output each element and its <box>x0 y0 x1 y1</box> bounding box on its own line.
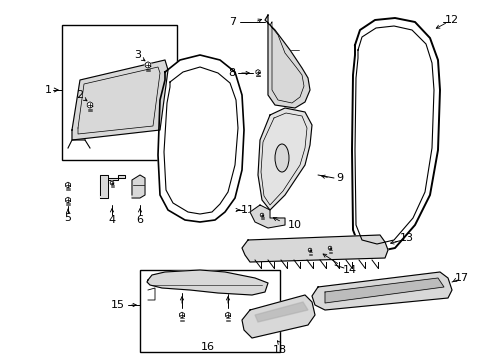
Polygon shape <box>254 302 307 322</box>
Polygon shape <box>255 69 260 75</box>
Polygon shape <box>242 295 314 338</box>
Polygon shape <box>249 205 285 228</box>
Polygon shape <box>258 108 311 210</box>
Polygon shape <box>307 248 311 252</box>
Text: 17: 17 <box>454 273 468 283</box>
Polygon shape <box>351 18 439 252</box>
Polygon shape <box>163 67 238 214</box>
Polygon shape <box>87 102 93 108</box>
Text: 15: 15 <box>111 300 125 310</box>
Text: 6: 6 <box>136 215 143 225</box>
Polygon shape <box>100 175 125 198</box>
Text: 13: 13 <box>399 233 413 243</box>
Text: 7: 7 <box>229 17 236 27</box>
Text: 8: 8 <box>228 68 235 78</box>
Polygon shape <box>132 175 145 198</box>
Polygon shape <box>147 270 267 295</box>
Bar <box>62 25 177 160</box>
Polygon shape <box>65 182 70 188</box>
Ellipse shape <box>274 144 288 172</box>
Text: 14: 14 <box>342 265 356 275</box>
Polygon shape <box>145 62 150 68</box>
Polygon shape <box>110 181 114 185</box>
Text: 3: 3 <box>134 50 141 60</box>
Text: 4: 4 <box>108 215 115 225</box>
Polygon shape <box>158 55 244 222</box>
Text: 10: 10 <box>287 220 302 230</box>
Text: 2: 2 <box>76 90 83 100</box>
Bar <box>140 270 280 352</box>
Polygon shape <box>325 278 443 303</box>
Polygon shape <box>65 197 70 203</box>
Polygon shape <box>242 235 387 262</box>
Polygon shape <box>225 312 230 318</box>
Text: 5: 5 <box>64 213 71 223</box>
Text: 18: 18 <box>272 345 286 355</box>
Polygon shape <box>72 60 168 140</box>
Polygon shape <box>264 15 309 108</box>
Polygon shape <box>311 272 451 310</box>
Text: 11: 11 <box>241 205 254 215</box>
Polygon shape <box>179 312 184 318</box>
Polygon shape <box>327 246 331 250</box>
Text: 12: 12 <box>444 15 458 25</box>
Text: 16: 16 <box>201 342 215 352</box>
Text: 9: 9 <box>336 173 343 183</box>
Text: 1: 1 <box>44 85 51 95</box>
Polygon shape <box>260 213 263 217</box>
